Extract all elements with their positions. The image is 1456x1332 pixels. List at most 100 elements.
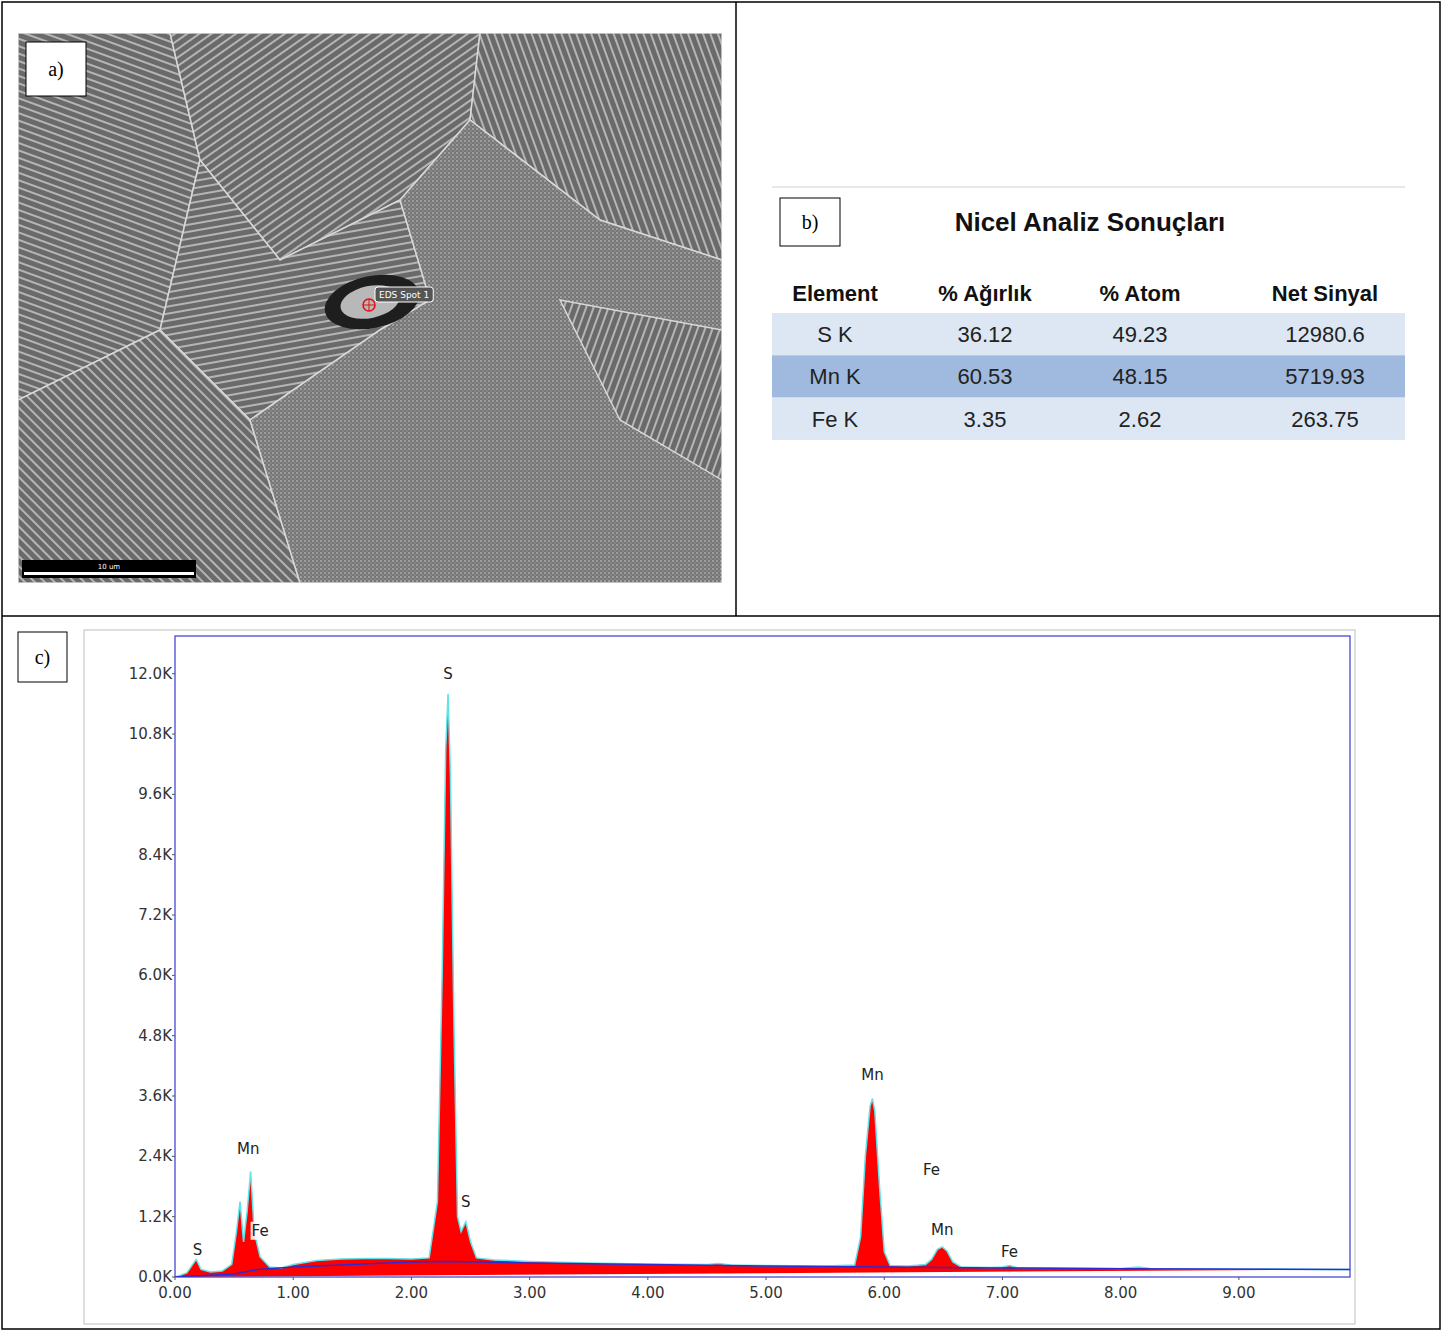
peak-label-group: Mn — [930, 1221, 954, 1239]
peak-label-group: Fe — [1000, 1243, 1019, 1261]
peak-label: S — [461, 1193, 471, 1211]
peak-label-group: Mn — [860, 1066, 884, 1084]
y-tick-label: 3.6K — [138, 1087, 173, 1105]
x-tick-label: 8.00 — [1104, 1284, 1137, 1302]
peak-label: Fe — [923, 1161, 940, 1179]
x-tick — [766, 1277, 767, 1280]
table-cell: 49.23 — [1112, 322, 1167, 347]
y-tick-label: 6.0K — [138, 966, 173, 984]
table-title: Nicel Analiz Sonuçları — [955, 207, 1226, 237]
background-line — [175, 1261, 1350, 1277]
peak-label-patch — [236, 1140, 260, 1158]
table-cell: 2.62 — [1119, 407, 1162, 432]
panel-label-box — [26, 42, 86, 96]
eds-spot — [363, 299, 375, 311]
x-tick-label: 3.00 — [513, 1284, 546, 1302]
y-tick — [172, 734, 175, 735]
peak-label: Mn — [861, 1066, 883, 1084]
micrograph-ground — [18, 33, 722, 583]
y-tick-label: 7.2K — [138, 906, 173, 924]
panel-label: c) — [35, 646, 51, 669]
y-tick — [172, 1156, 175, 1157]
peak-label: Fe — [252, 1222, 269, 1240]
y-tick — [172, 854, 175, 855]
peak-label-patch — [192, 1241, 204, 1259]
peak-label-group: Fe — [922, 1161, 941, 1179]
y-tick — [172, 1216, 175, 1217]
spot-label: EDS Spot 1 — [379, 290, 429, 300]
peak-label: S — [443, 665, 453, 683]
x-tick — [529, 1277, 530, 1280]
x-tick-label: 0.00 — [158, 1284, 191, 1302]
peak-label-group: S — [442, 665, 454, 683]
y-tick — [172, 975, 175, 976]
column-head: Net Sinyal — [1272, 281, 1378, 306]
table-row — [772, 313, 1405, 355]
column-head: Element — [792, 281, 878, 306]
peak-label-patch — [460, 1193, 472, 1211]
x-tick-label: 7.00 — [986, 1284, 1019, 1302]
y-tick-label: 1.2K — [138, 1208, 173, 1226]
panel-label: b) — [802, 211, 819, 234]
x-tick — [293, 1277, 294, 1280]
peak-label-group: S — [192, 1241, 204, 1259]
scale-bar-box — [22, 560, 196, 578]
scale-bar-label: 10 um — [98, 563, 121, 571]
panel-label: a) — [48, 58, 64, 81]
grain — [18, 330, 300, 583]
peak-label: Mn — [931, 1221, 953, 1239]
column-head: % Ağırlık — [938, 281, 1032, 306]
peak-label-group: Fe — [251, 1222, 270, 1240]
column-divider — [735, 2, 737, 616]
plot-data — [175, 694, 1350, 1277]
peak-label-patch — [860, 1066, 884, 1084]
y-tick-label: 9.6K — [138, 785, 173, 803]
table-cell: S K — [817, 322, 853, 347]
chart-frame — [84, 630, 1355, 1324]
y-tick-label: 10.8K — [129, 725, 173, 743]
y-tick — [172, 1035, 175, 1036]
x-tick — [884, 1277, 885, 1280]
x-tick-label: 1.00 — [277, 1284, 310, 1302]
x-tick — [647, 1277, 648, 1280]
x-tick — [411, 1277, 412, 1280]
x-tick — [1120, 1277, 1121, 1280]
y-tick — [172, 673, 175, 674]
x-tick-label: 9.00 — [1222, 1284, 1255, 1302]
table-cell: Fe K — [812, 407, 859, 432]
y-tick-label: 12.0K — [129, 665, 173, 683]
grain — [250, 120, 722, 583]
peak-label-group: Mn — [236, 1140, 260, 1158]
x-tick-label: 4.00 — [631, 1284, 664, 1302]
panel-label-box — [18, 632, 67, 682]
peak-label-patch — [930, 1221, 954, 1239]
table-cell: 263.75 — [1291, 407, 1358, 432]
table-row — [772, 355, 1405, 397]
peak-label-patch — [251, 1222, 270, 1240]
x-tick — [175, 1277, 176, 1280]
spot-label-box — [375, 287, 433, 302]
panel-label-box — [780, 198, 840, 246]
table-cell: 12980.6 — [1285, 322, 1365, 347]
row-divider — [2, 615, 1440, 617]
x-tick-label: 2.00 — [395, 1284, 428, 1302]
table-cell: Mn K — [809, 364, 861, 389]
table-cell: 3.35 — [964, 407, 1007, 432]
figure: EDS Spot 1 10 um a) b) Nicel Analiz Sonuçlar… — [0, 0, 1456, 1332]
y-tick-label: 4.8K — [138, 1027, 173, 1045]
scale-bar — [24, 572, 194, 575]
column-head: % Atom — [1099, 281, 1180, 306]
x-tick-label: 5.00 — [749, 1284, 782, 1302]
peak-label: S — [193, 1241, 203, 1259]
peak-label: Mn — [237, 1140, 259, 1158]
y-tick-label: 2.4K — [138, 1147, 173, 1165]
x-tick — [1002, 1277, 1003, 1280]
table-cell: 48.15 — [1112, 364, 1167, 389]
eds-spot-cross — [369, 299, 370, 311]
y-tick — [172, 915, 175, 916]
peak-label-patch — [922, 1161, 941, 1179]
x-tick-label: 6.00 — [868, 1284, 901, 1302]
table-row — [772, 398, 1405, 440]
table-cell: 60.53 — [957, 364, 1012, 389]
table-cell: 5719.93 — [1285, 364, 1365, 389]
